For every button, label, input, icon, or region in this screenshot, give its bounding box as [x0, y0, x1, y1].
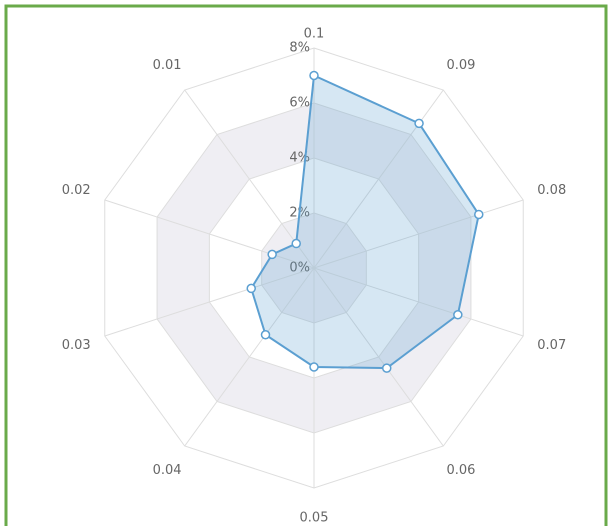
- data-point: [267, 249, 277, 260]
- grid-line: [261, 212, 367, 324]
- data-point: [309, 362, 319, 372]
- category-label: 0.08: [537, 183, 566, 198]
- category-label: 0.07: [537, 338, 566, 353]
- data-point: [309, 70, 319, 81]
- data-point: [291, 238, 301, 249]
- category-label: 0.06: [446, 463, 475, 478]
- category-label: 0.03: [62, 338, 91, 353]
- data-point: [414, 118, 424, 129]
- data-point: [260, 329, 271, 340]
- tick-label: 6%: [289, 96, 310, 111]
- tick-label: 0%: [289, 261, 310, 276]
- data-point: [453, 309, 463, 320]
- category-label: 0.1: [304, 27, 325, 42]
- category-label: 0.09: [446, 58, 475, 73]
- category-label: 0.01: [153, 58, 182, 73]
- grid-line: [208, 157, 420, 379]
- grid-line: [156, 102, 472, 434]
- grid-line: [104, 47, 524, 489]
- category-label: 0.02: [62, 183, 91, 198]
- category-label: 0.04: [153, 463, 182, 478]
- data-point: [246, 283, 256, 294]
- data-point: [474, 209, 484, 220]
- tick-label: 8%: [289, 41, 310, 56]
- category-label: 0.05: [300, 511, 329, 526]
- data-point: [381, 363, 392, 373]
- grid-band: [157, 103, 471, 433]
- frame: [4, 4, 608, 526]
